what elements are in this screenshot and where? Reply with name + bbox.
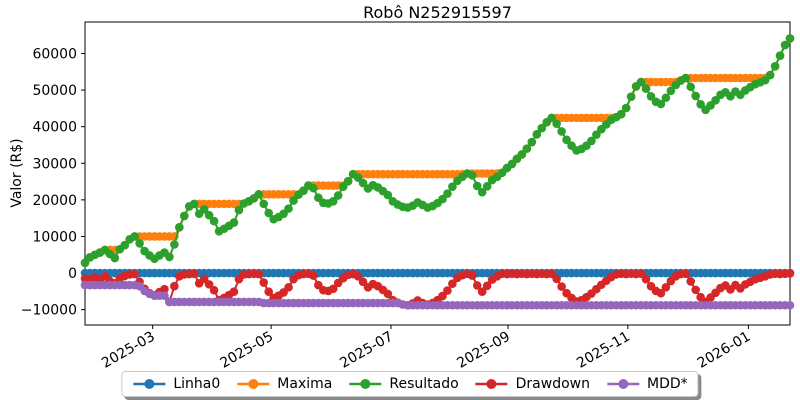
y-tick-label: 40000 [32, 120, 77, 136]
series-resultado [80, 34, 795, 268]
legend-item-resultado: Resultado [348, 376, 459, 392]
legend-label-mdd: MDD* [646, 376, 688, 392]
legend: Linha0 Maxima Resultado Drawdown MDD* [121, 371, 699, 397]
x-axis-ticks: 2025-03 2025-05 2025-07 2025-09 2025-11 2026-… [99, 325, 753, 372]
series-mdd [80, 280, 795, 310]
legend-item-maxima: Maxima [236, 376, 332, 392]
y-tick-label: 50000 [32, 83, 77, 99]
legend-label-maxima: Maxima [277, 376, 333, 392]
x-tick-label: 2025-03 [99, 329, 158, 372]
y-tick-label: 30000 [32, 156, 77, 172]
y-axis-ticks: −10000 0 10000 20000 30000 40000 50000 60000 [21, 46, 85, 319]
y-tick-label: −10000 [21, 303, 77, 319]
x-tick-label: 2025-09 [454, 329, 513, 372]
legend-label-linha0: Linha0 [173, 376, 221, 392]
legend-item-mdd: MDD* [606, 376, 688, 392]
legend-marker-resultado [349, 379, 382, 389]
legend-marker-mdd [606, 379, 639, 389]
x-tick-label: 2025-11 [574, 329, 633, 372]
y-tick-label: 20000 [32, 193, 77, 209]
x-tick-label: 2026-01 [695, 329, 754, 372]
y-tick-label: 0 [68, 266, 77, 282]
legend-item-drawdown: Drawdown [475, 376, 590, 392]
legend-label-drawdown: Drawdown [515, 376, 590, 392]
legend-item-linha0: Linha0 [132, 376, 220, 392]
legend-label-resultado: Resultado [389, 376, 459, 392]
y-tick-label: 10000 [32, 229, 77, 245]
series-maxima [80, 34, 795, 268]
x-tick-label: 2025-05 [217, 329, 276, 372]
y-tick-label: 60000 [32, 46, 77, 62]
x-tick-label: 2025-07 [337, 329, 396, 372]
axes: −10000 0 10000 20000 30000 40000 50000 60000 202… [21, 21, 791, 372]
chart-title: Robô N252915597 [363, 3, 512, 22]
legend-marker-drawdown [475, 379, 508, 389]
legend-marker-maxima [237, 379, 270, 389]
legend-marker-linha0 [133, 379, 166, 389]
